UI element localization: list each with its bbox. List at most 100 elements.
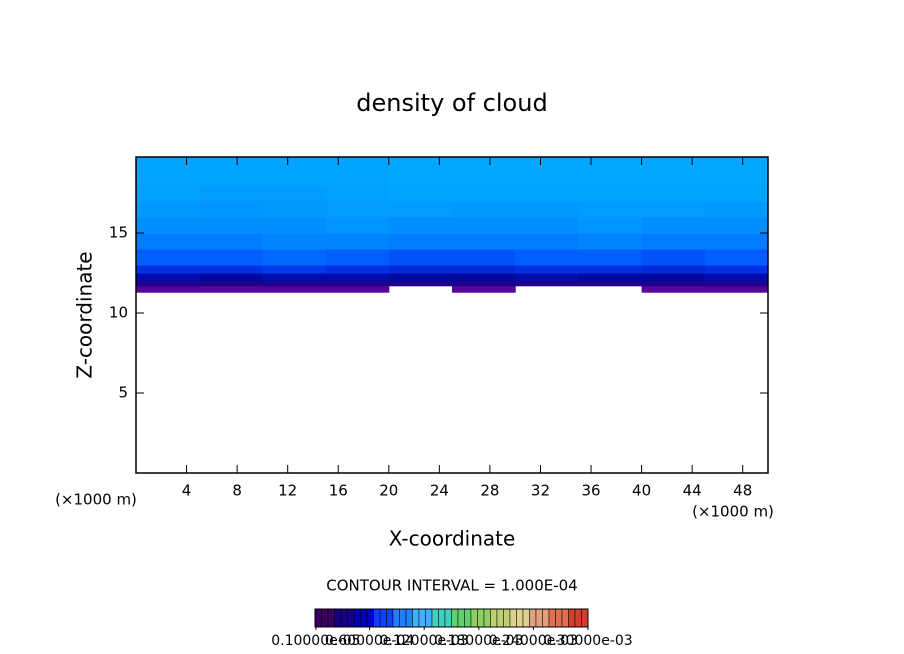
contour-cell bbox=[641, 285, 706, 293]
contour-cell bbox=[578, 281, 643, 287]
colorbar-tick-label: 0.12000e-03 bbox=[380, 633, 469, 649]
contour-cell bbox=[262, 185, 327, 202]
colorbar-stripe bbox=[464, 608, 472, 628]
contour-cell bbox=[136, 201, 200, 218]
contour-cell bbox=[578, 233, 643, 250]
contour-cell bbox=[641, 157, 706, 186]
contour-cell bbox=[452, 233, 516, 250]
colorbar-stripe bbox=[490, 608, 498, 628]
colorbar-frame bbox=[314, 608, 589, 628]
contour-cell bbox=[452, 273, 516, 282]
contour-cell bbox=[452, 265, 516, 274]
contour-cell bbox=[515, 281, 579, 287]
contour-cell bbox=[136, 249, 200, 266]
colorbar-stripe bbox=[327, 608, 335, 628]
colorbar-stripe bbox=[379, 608, 387, 628]
contour-cell bbox=[641, 265, 706, 274]
contour-cell bbox=[578, 265, 643, 274]
colorbar-stripe bbox=[522, 608, 530, 628]
contour-cell bbox=[388, 217, 453, 234]
contour-cell bbox=[388, 233, 453, 250]
contour-cell bbox=[704, 249, 769, 266]
x-tick-label: 28 bbox=[480, 482, 499, 500]
contour-cell bbox=[136, 157, 200, 186]
contour-cell bbox=[199, 233, 263, 250]
contour-cell bbox=[641, 201, 706, 218]
contour-cell bbox=[325, 281, 390, 287]
contour-cell bbox=[641, 185, 706, 202]
contour-cell bbox=[515, 201, 579, 218]
contour-cell bbox=[515, 273, 579, 282]
contour-cell bbox=[515, 249, 579, 266]
contour-cell bbox=[452, 285, 516, 293]
y-tick-label: 10 bbox=[109, 304, 128, 322]
contour-cell bbox=[388, 249, 453, 266]
colorbar-stripe bbox=[431, 608, 439, 628]
colorbar-tick-label: 0.24000e-03 bbox=[489, 633, 578, 649]
x-tick-label: 8 bbox=[232, 482, 242, 500]
x-unit-label: (×1000 m) bbox=[692, 503, 774, 521]
contour-cell bbox=[515, 185, 579, 202]
colorbar-stripe bbox=[405, 608, 413, 628]
contour-cell bbox=[704, 201, 769, 218]
contour-cell bbox=[325, 233, 390, 250]
colorbar-stripe bbox=[548, 608, 556, 628]
x-tick-label: 12 bbox=[278, 482, 297, 500]
contour-cell bbox=[199, 281, 263, 287]
contour-cell bbox=[199, 201, 263, 218]
chart-title: density of cloud bbox=[356, 89, 547, 117]
contour-cell bbox=[704, 217, 769, 234]
x-tick-label: 44 bbox=[683, 482, 702, 500]
contour-cell bbox=[199, 285, 263, 293]
colorbar-stripe bbox=[340, 608, 348, 628]
x-tick-label: 20 bbox=[379, 482, 398, 500]
contour-cell bbox=[325, 249, 390, 266]
contour-cell bbox=[136, 217, 200, 234]
contour-cell bbox=[578, 157, 643, 186]
colorbar-stripe bbox=[399, 608, 407, 628]
colorbar-tick-label: 0.10000e-05 bbox=[271, 633, 360, 649]
contour-cell bbox=[262, 233, 327, 250]
contour-cell bbox=[262, 201, 327, 218]
x-tick-label: 24 bbox=[430, 482, 449, 500]
contour-cell bbox=[325, 201, 390, 218]
colorbar-stripe bbox=[542, 608, 550, 628]
colorbar-stripe bbox=[574, 608, 582, 628]
colorbar-stripe bbox=[457, 608, 465, 628]
colorbar-stripe bbox=[535, 608, 543, 628]
contour-cell bbox=[388, 265, 453, 274]
colorbar-stripe bbox=[418, 608, 426, 628]
colorbar-stripe bbox=[529, 608, 537, 628]
contour-cell bbox=[325, 217, 390, 234]
colorbar-stripe bbox=[373, 608, 381, 628]
contour-cell bbox=[199, 265, 263, 274]
contour-cell bbox=[262, 273, 327, 282]
x-axis-label: X-coordinate bbox=[389, 527, 516, 551]
colorbar-stripe bbox=[314, 608, 322, 628]
contour-cell bbox=[452, 249, 516, 266]
colorbar-stripe bbox=[366, 608, 374, 628]
contour-cell bbox=[704, 157, 769, 186]
contour-cell bbox=[515, 233, 579, 250]
contour-cell bbox=[262, 281, 327, 287]
contour-cell bbox=[704, 265, 769, 274]
contour-cell bbox=[136, 281, 200, 287]
colorbar-stripe bbox=[444, 608, 452, 628]
contour-cell bbox=[388, 185, 453, 202]
contour-cell bbox=[452, 201, 516, 218]
colorbar-stripe bbox=[561, 608, 569, 628]
colorbar-stripe bbox=[386, 608, 394, 628]
colorbar-stripe bbox=[496, 608, 504, 628]
plot-frame bbox=[135, 156, 769, 474]
colorbar-tick-label: 0.18000e-03 bbox=[434, 633, 523, 649]
contour-cell bbox=[515, 265, 579, 274]
contour-cell bbox=[136, 273, 200, 282]
colorbar-tick-label: 0.60000e-04 bbox=[325, 633, 414, 649]
contour-cell bbox=[262, 217, 327, 234]
colorbar-stripe bbox=[581, 608, 589, 628]
colorbar-stripe bbox=[412, 608, 420, 628]
contour-cell bbox=[199, 185, 263, 202]
contour-cell bbox=[136, 285, 200, 293]
contour-cell bbox=[578, 201, 643, 218]
